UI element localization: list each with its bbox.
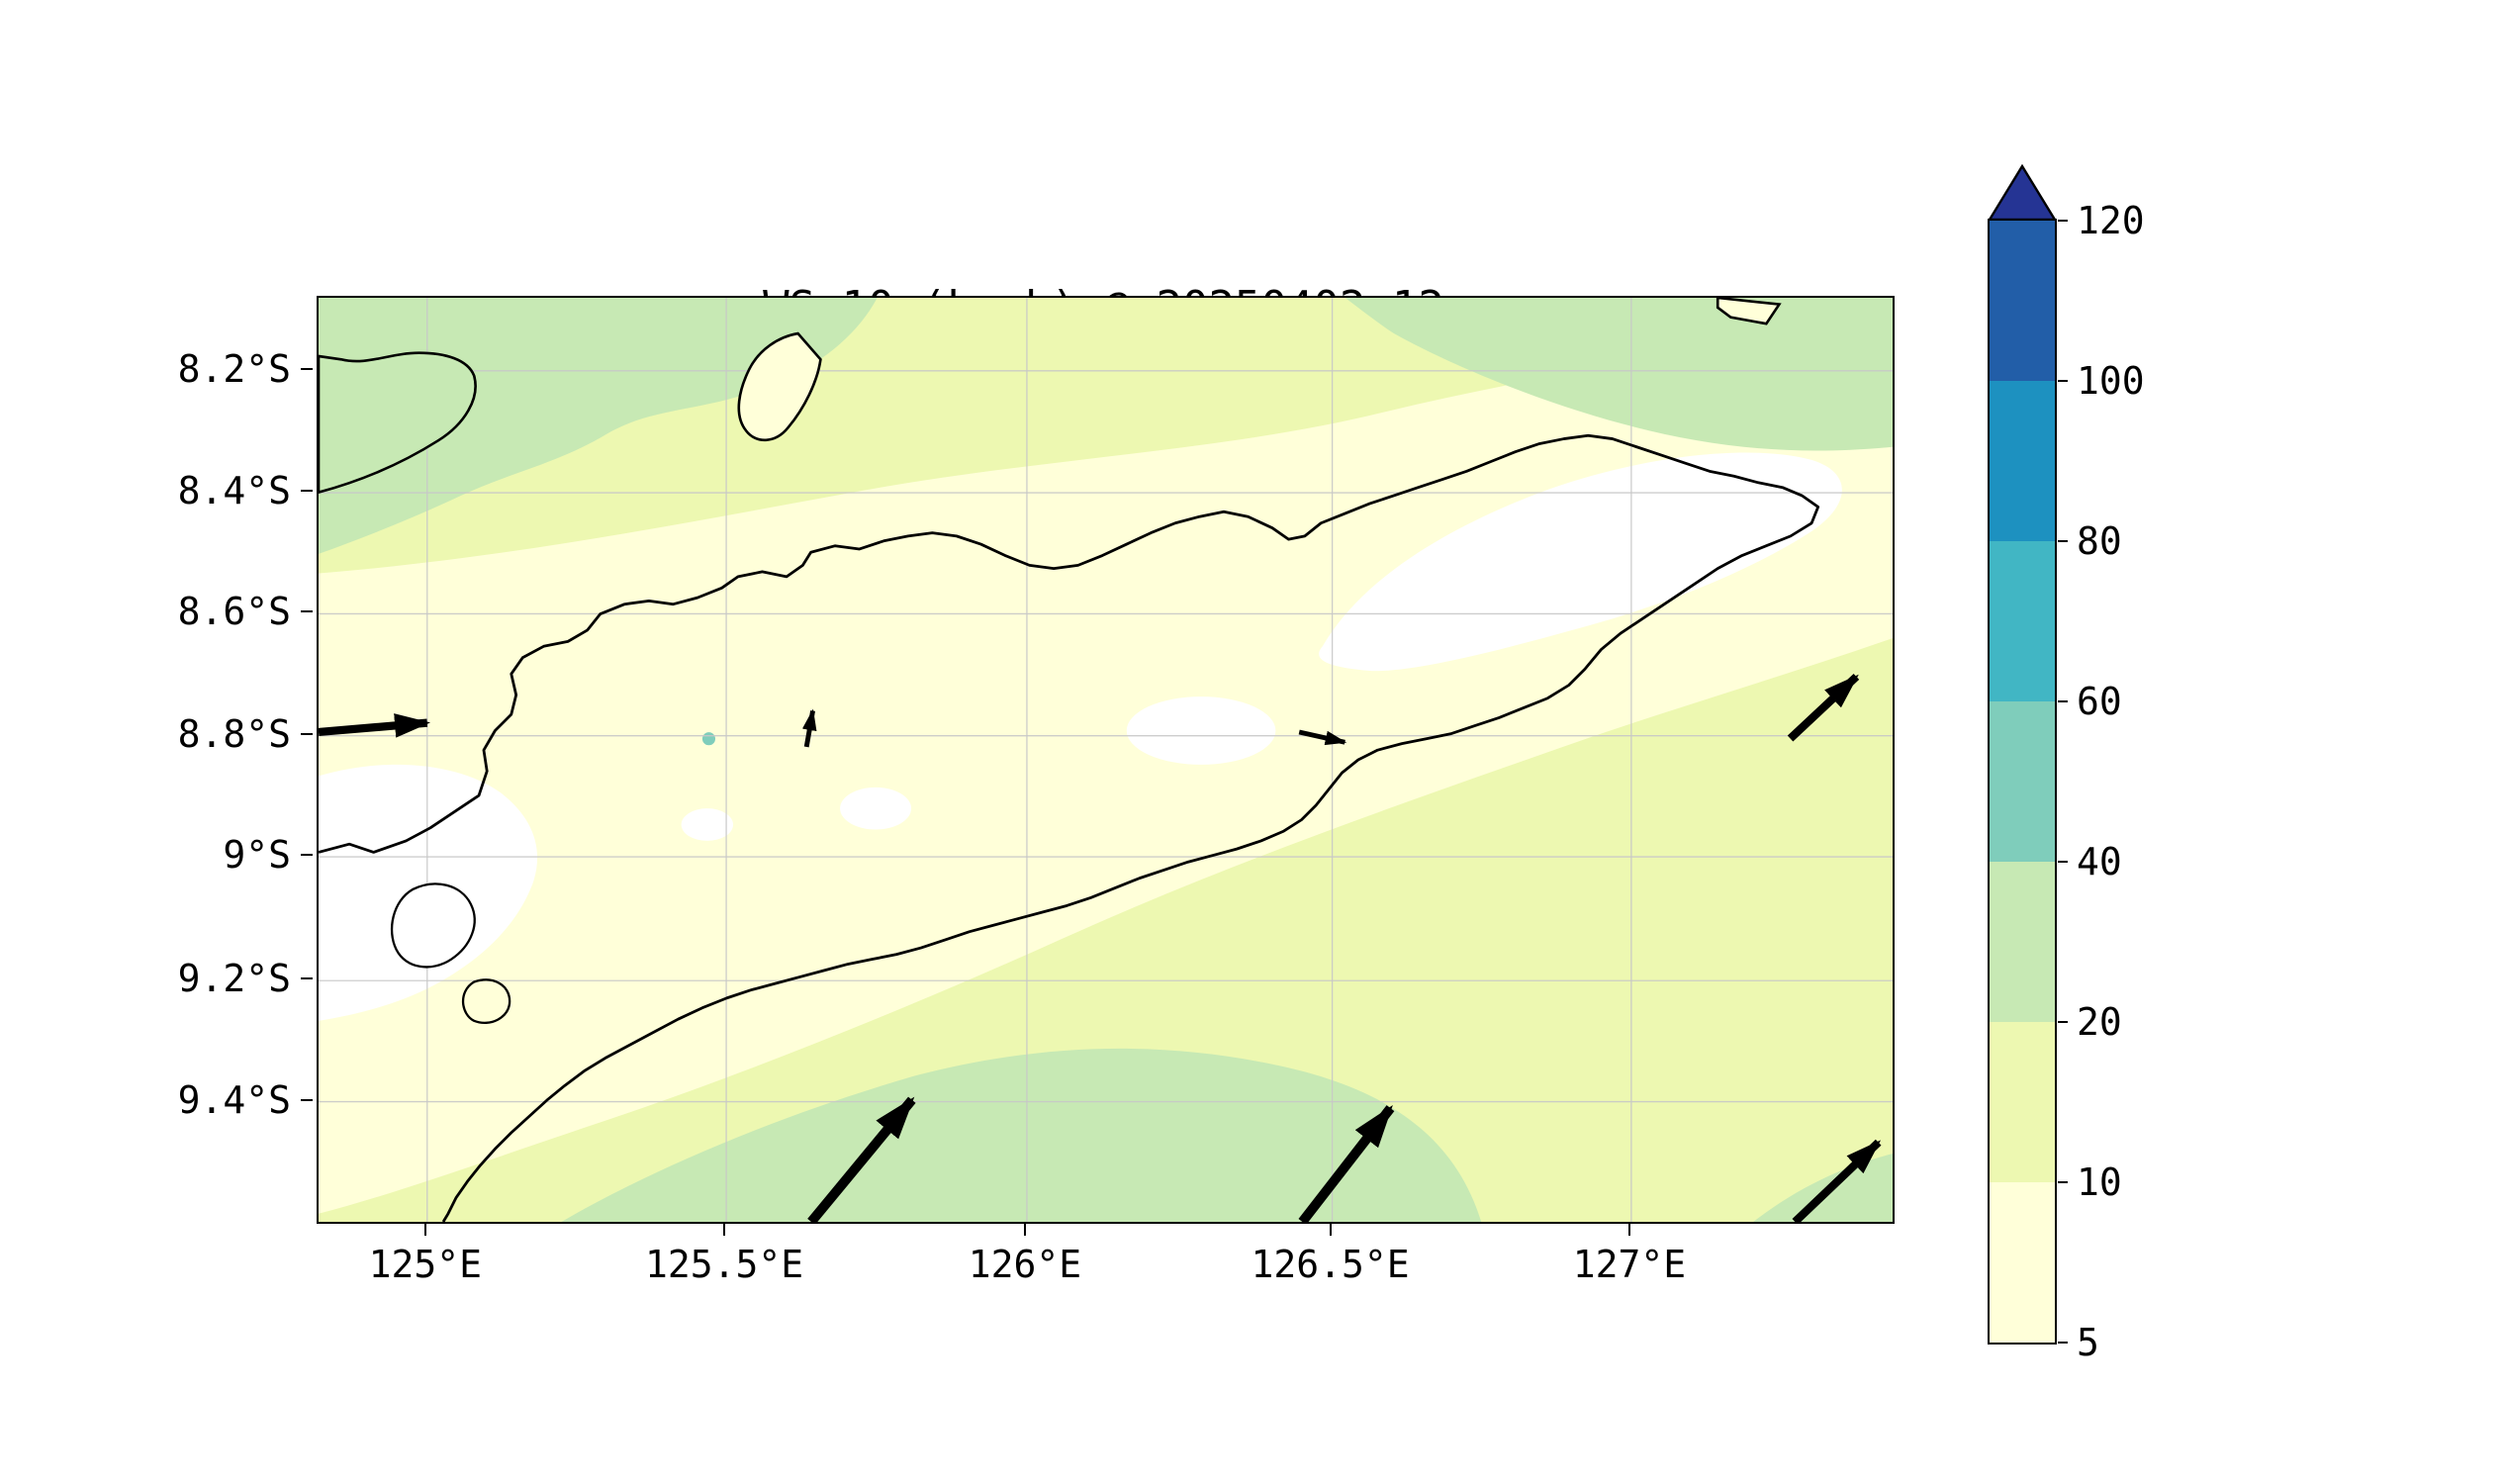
- coastline-alor-island: [319, 351, 477, 494]
- calm-patch-small-1: [840, 787, 912, 830]
- y-axis-tick-mark: [301, 610, 313, 613]
- y-axis-tick-mark: [301, 490, 313, 493]
- colorbar-segment: [1990, 701, 2055, 862]
- wind-arrow: [1298, 729, 1347, 746]
- colorbar-tick-label: 10: [2077, 1160, 2122, 1204]
- calm-patch-east: [1319, 452, 1842, 672]
- colorbar-tick-mark: [2058, 700, 2068, 702]
- y-axis-tick-label: 8.4°S: [177, 469, 291, 513]
- colorbar-tick-label: 60: [2077, 680, 2122, 723]
- x-axis-tick-label: 126.5°E: [1251, 1243, 1410, 1286]
- colorbar-tick-label: 80: [2077, 519, 2122, 563]
- coastline-atauro-island: [737, 331, 822, 442]
- x-axis-tick-mark: [1627, 1224, 1630, 1236]
- wind-spot: [701, 732, 716, 746]
- coastline-main-timor: [319, 433, 1820, 1222]
- y-axis-tick-label: 9°S: [223, 833, 291, 878]
- x-axis-tick-mark: [723, 1224, 726, 1236]
- wind-speed-map: [319, 298, 1893, 1222]
- colorbar-tick-mark: [2058, 861, 2068, 863]
- wind-arrow: [1787, 673, 1860, 742]
- colorbar-bar: [1988, 219, 2057, 1345]
- y-axis-tick-mark: [301, 367, 313, 370]
- colorbar-tick-mark: [2058, 1021, 2068, 1023]
- moderate-wind-patch-topright: [1345, 298, 1893, 451]
- y-axis-tick-label: 8.8°S: [177, 711, 291, 756]
- y-axis-tick-mark: [301, 854, 313, 857]
- coastline-west-inlet: [390, 882, 476, 969]
- colorbar-segment: [1990, 541, 2055, 701]
- x-axis-tick-label: 125.5°E: [644, 1243, 804, 1286]
- y-axis-tick-label: 9.2°S: [177, 957, 291, 1001]
- calm-patch-small-2: [681, 808, 734, 841]
- colorbar-tick-mark: [2058, 540, 2068, 542]
- y-axis-tick-label: 8.6°S: [177, 590, 291, 634]
- moderate-wind-patch-bottom: [561, 1048, 1482, 1222]
- x-axis-tick-mark: [423, 1224, 426, 1236]
- x-axis-tick-mark: [1329, 1224, 1332, 1236]
- colorbar-tick-label: 5: [2077, 1321, 2099, 1364]
- y-axis-tick-mark: [301, 732, 313, 735]
- colorbar-tick-mark: [2058, 1181, 2068, 1183]
- colorbar-tick-mark: [2058, 1342, 2068, 1344]
- x-axis-tick-label: 127°E: [1572, 1243, 1687, 1286]
- wind-arrow: [1298, 1105, 1395, 1222]
- coastline-west-loop: [461, 978, 511, 1024]
- colorbar-segment: [1990, 862, 2055, 1022]
- y-axis-tick-mark: [301, 1098, 313, 1101]
- x-axis-tick-label: 125°E: [368, 1243, 482, 1286]
- calm-patch-central: [1126, 696, 1276, 765]
- colorbar-segment: [1990, 221, 2055, 381]
- coastline-islet-topright: [1716, 298, 1782, 325]
- wind-arrow: [801, 708, 817, 748]
- wind-arrow: [807, 1096, 916, 1222]
- y-axis-tick-label: 9.4°S: [177, 1077, 291, 1122]
- colorbar-segment: [1990, 381, 2055, 541]
- colorbar-tick-label: 40: [2077, 840, 2122, 883]
- colorbar-tick-mark: [2058, 380, 2068, 382]
- map-plot-area: [317, 296, 1895, 1224]
- wind-arrow-layer: [319, 673, 1882, 1222]
- y-axis-tick-mark: [301, 977, 313, 980]
- colorbar-tick-label: 120: [2077, 199, 2145, 242]
- colorbar-extend-triangle: [1988, 164, 2057, 221]
- colorbar-tick-label: 100: [2077, 359, 2145, 403]
- grid-layer: [319, 298, 1893, 1222]
- colorbar-segment: [1990, 1182, 2055, 1343]
- y-axis-tick-label: 8.2°S: [177, 346, 291, 391]
- colorbar-segment: [1990, 1022, 2055, 1182]
- colorbar-tick-mark: [2058, 220, 2068, 222]
- x-axis-tick-mark: [1023, 1224, 1026, 1236]
- wind-arrow: [1792, 1139, 1882, 1222]
- colorbar-tick-label: 20: [2077, 1000, 2122, 1044]
- x-axis-tick-label: 126°E: [968, 1243, 1082, 1286]
- wind-arrow: [319, 713, 431, 738]
